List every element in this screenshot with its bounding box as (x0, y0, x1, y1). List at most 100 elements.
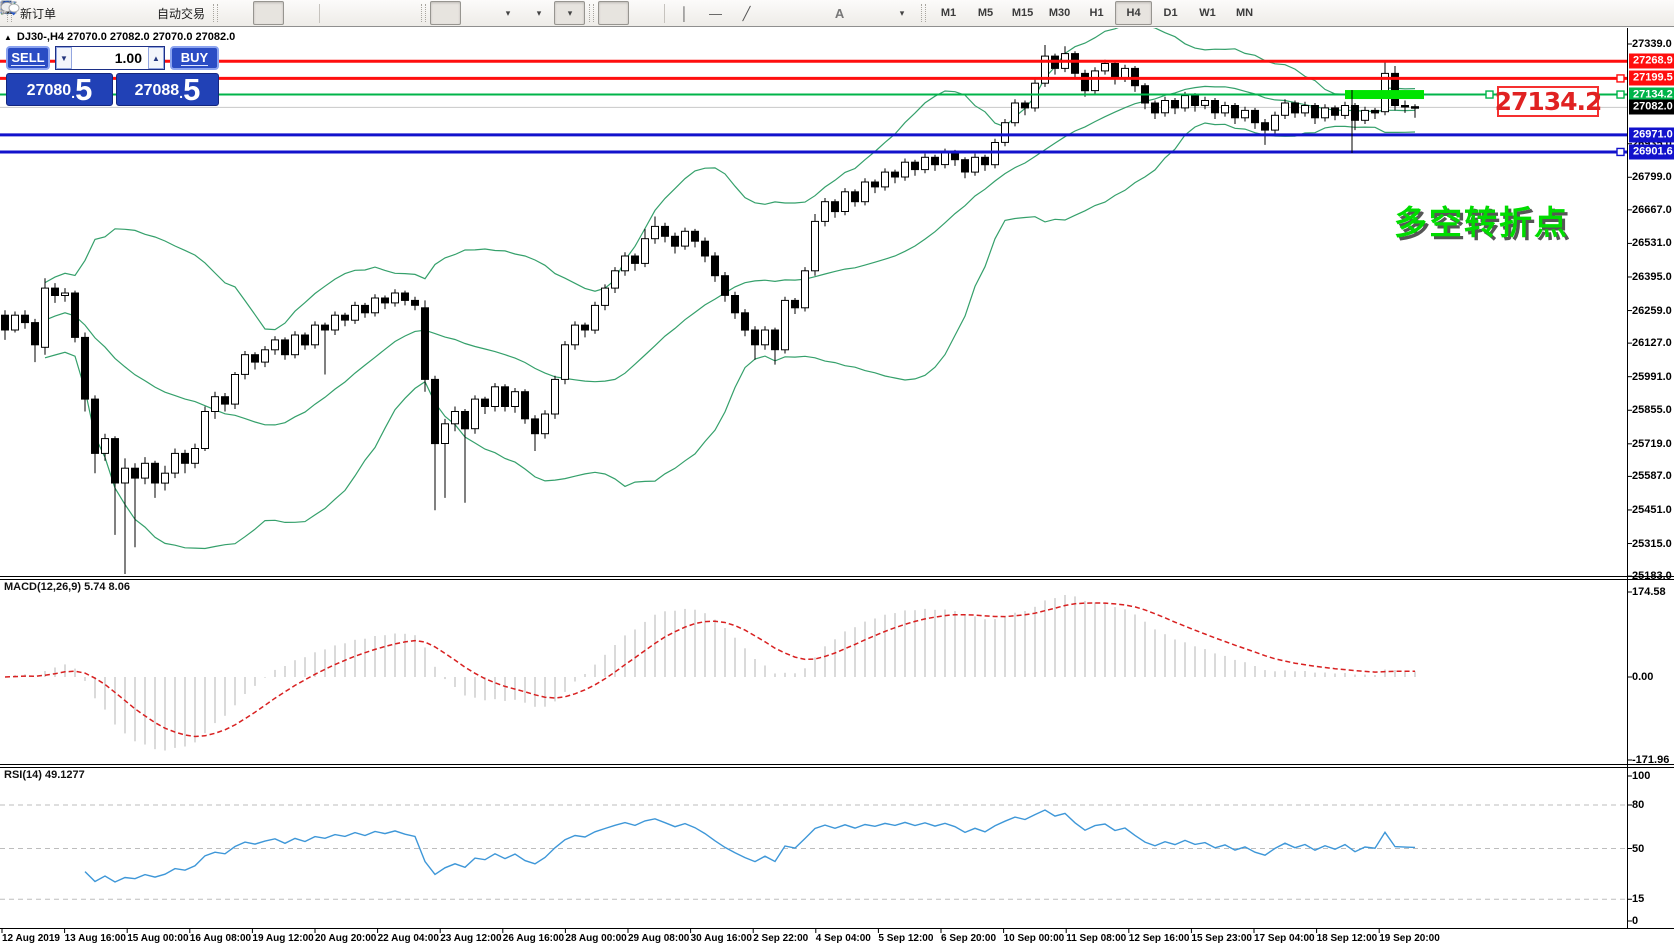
periods-button[interactable]: ▾ (0, 0, 554, 25)
one-click-trade-panel: SELL ▼ ▲ BUY 27080.5 27088.5 (4, 45, 219, 107)
toolbar-grip[interactable] (921, 4, 927, 22)
templates-dropdown-arrow[interactable]: ▾ (567, 7, 573, 18)
level-price-badge: 27199.5 (1629, 70, 1674, 86)
buy-price-big: 5 (183, 72, 201, 107)
timeframe-button-w1[interactable]: W1 (1199, 7, 1216, 19)
channel-button[interactable]: E (0, 1, 793, 25)
time-axis-label: 28 Aug 00:00 (565, 933, 627, 944)
price-tick-label: 26667.0 (1632, 203, 1672, 216)
market-watch-button[interactable] (1, 1, 91, 25)
price-callout-label[interactable]: 27134.2 (1494, 86, 1602, 117)
time-axis-label: 5 Sep 12:00 (878, 933, 934, 944)
rsi-scale-label: 0 (1632, 915, 1639, 927)
buy-price-display[interactable]: 27088. 5 (116, 73, 219, 106)
price-tick-label: 25451.0 (1632, 503, 1672, 516)
zoom-in-button[interactable] (1, 1, 355, 25)
timeframe-button-h1[interactable]: H1 (1089, 7, 1104, 19)
time-axis-label: 22 Aug 04:00 (377, 933, 439, 944)
vertical-line-icon: │ (680, 5, 689, 21)
candle-chart-button[interactable] (1, 1, 285, 25)
level-price-badge: 27268.9 (1629, 53, 1674, 69)
volume-spinner: ▼ ▲ (55, 46, 165, 70)
templates-button[interactable]: ▾ (0, 1, 586, 25)
time-axis-label: 2 Sep 22:00 (753, 933, 809, 944)
time-axis-label: 15 Sep 23:00 (1191, 933, 1252, 944)
timeframe-button-m5[interactable]: M5 (977, 7, 994, 19)
indicators-dropdown-arrow[interactable]: ▾ (505, 7, 511, 18)
price-tick-label: 25855.0 (1632, 404, 1672, 417)
buy-price-dot: . (179, 85, 184, 101)
arrows-dropdown-arrow[interactable]: ▾ (899, 7, 905, 18)
price-tick-label: 25719.0 (1632, 437, 1672, 450)
timeframe-button-m30[interactable]: M30 (1048, 7, 1071, 19)
auto-trading-button[interactable]: 自动交易 (1, 1, 209, 25)
toolbar-grip[interactable] (589, 4, 595, 22)
timeframe-button-m15[interactable]: M15 (1011, 7, 1034, 19)
time-axis-label: 18 Sep 12:00 (1316, 933, 1378, 944)
line-chart-button[interactable] (0, 1, 315, 25)
indicators-button[interactable]: f ▾ (1, 1, 523, 25)
toolbar-separator (664, 3, 666, 23)
volume-increase-button[interactable]: ▲ (148, 47, 164, 69)
chart-symbol-title: DJ30-,H4 27070.0 27082.0 27070.0 27082.0 (16, 31, 236, 43)
sell-button-label: SELL (11, 50, 45, 66)
time-axis-label: 19 Aug 12:00 (252, 933, 314, 944)
time-axis-label: 17 Sep 04:00 (1254, 933, 1315, 944)
price-tick-label: 25991.0 (1632, 370, 1672, 383)
price-tick-label: 27339.0 (1632, 38, 1672, 50)
text-icon: A (834, 5, 845, 21)
current-price-badge: 27082.0 (1629, 99, 1674, 115)
chart-shift-button[interactable] (0, 1, 492, 25)
time-axis-label: 29 Aug 08:00 (628, 933, 690, 944)
sell-price-dot: . (71, 85, 76, 101)
pivot-annotation[interactable]: 多空转折点 (1394, 203, 1569, 242)
timeframe-button-h4[interactable]: H4 (1115, 1, 1153, 25)
price-tick-label: 26531.0 (1632, 237, 1672, 250)
time-axis-label: 12 Sep 16:00 (1128, 933, 1190, 944)
time-axis-label: 19 Sep 20:00 (1379, 933, 1440, 944)
time-axis-label: 10 Sep 00:00 (1003, 933, 1065, 944)
toolbar-grip[interactable] (213, 4, 219, 22)
sell-price-display[interactable]: 27080. 5 (6, 73, 113, 106)
timeframe-button-m1[interactable]: M1 (940, 7, 957, 19)
cursor-button[interactable] (4, 1, 630, 25)
timeframe-button-d1[interactable]: D1 (1163, 7, 1178, 19)
vertical-line-button[interactable]: │ (669, 1, 700, 25)
time-axis-label: 4 Sep 04:00 (815, 933, 871, 944)
auto-trading-label: 自动交易 (157, 6, 206, 21)
buy-button[interactable]: BUY (170, 46, 219, 70)
volume-decrease-button[interactable]: ▼ (56, 47, 72, 69)
time-axis-label: 6 Sep 20:00 (941, 933, 997, 944)
bar-chart-button[interactable] (1, 1, 253, 25)
sell-price-main: 27080 (26, 82, 72, 99)
level-price-badge: 26971.0 (1629, 127, 1674, 143)
signals-button[interactable] (1, 1, 153, 25)
toolbar-grip[interactable] (421, 4, 427, 22)
zoom-out-button[interactable] (1, 1, 386, 25)
panel-collapse-arrow-icon[interactable]: ▲ (4, 32, 12, 42)
text-label-button[interactable]: T (0, 1, 886, 25)
periods-dropdown-arrow[interactable]: ▾ (536, 7, 542, 18)
auto-scroll-button[interactable] (0, 1, 462, 25)
fibonacci-button[interactable]: F (1, 1, 824, 25)
price-tick-label: 25183.0 (1632, 570, 1672, 583)
macd-scale-label: 174.58 (1632, 586, 1666, 598)
volume-input[interactable] (72, 47, 148, 69)
text-button[interactable]: A (824, 1, 855, 25)
chat-icon[interactable] (0, 0, 20, 16)
profiles-button[interactable] (1, 1, 122, 25)
crosshair-button[interactable] (1, 1, 660, 25)
time-axis-label: 11 Sep 08:00 (1066, 933, 1127, 944)
timeframe-button-mn[interactable]: MN (1235, 7, 1254, 19)
sell-button[interactable]: SELL (6, 46, 50, 70)
horizontal-line-button[interactable]: — (700, 1, 731, 25)
tile-windows-button[interactable] (0, 1, 417, 25)
new-order-button[interactable]: 新订单 (1, 0, 60, 25)
time-axis-label: 15 Aug 00:00 (127, 933, 189, 944)
trendline-button[interactable]: ╱ (731, 1, 762, 25)
arrows-button[interactable]: ▾ (2, 1, 917, 25)
rsi-scale-label: 80 (1632, 799, 1645, 811)
macd-label: MACD(12,26,9) 5.74 8.06 (4, 581, 130, 593)
price-tick-label: 25587.0 (1632, 470, 1672, 483)
